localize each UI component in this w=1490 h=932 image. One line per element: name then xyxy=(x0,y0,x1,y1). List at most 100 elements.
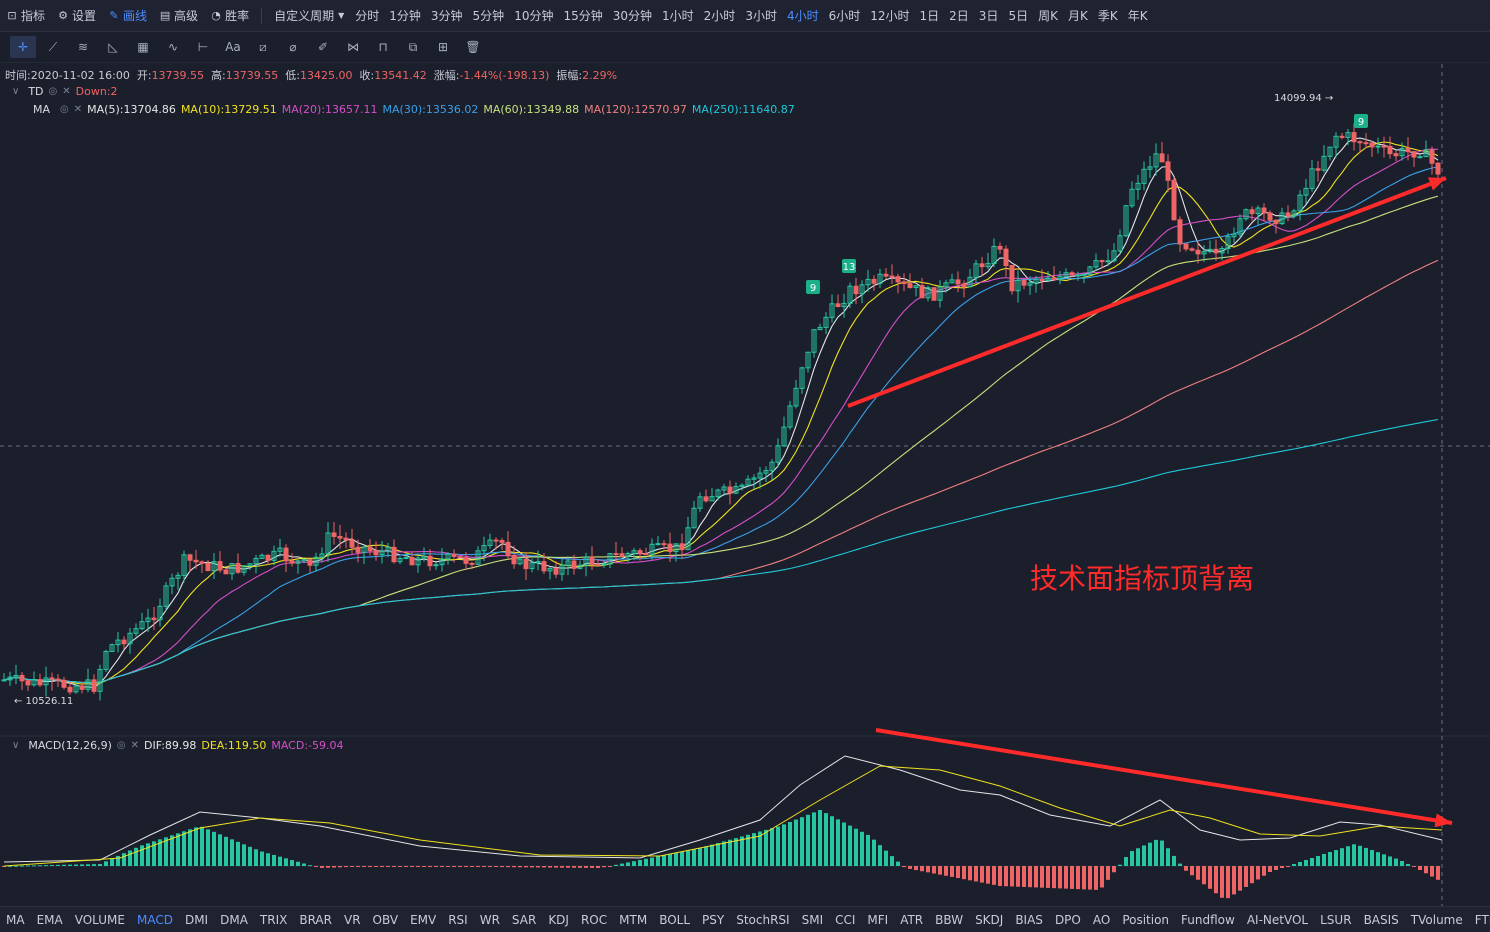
indicator-tab-ftbs[interactable]: FTBS xyxy=(1474,912,1490,927)
indicator-tab-macd[interactable]: MACD xyxy=(136,912,173,927)
period-tab[interactable]: 年K xyxy=(1127,9,1148,23)
close-icon[interactable]: ✕ xyxy=(130,740,139,751)
period-tab[interactable]: 5日 xyxy=(1008,9,1029,23)
close-icon[interactable]: ✕ xyxy=(73,104,83,115)
indicator-tab-mfi[interactable]: MFI xyxy=(867,912,889,927)
indicator-tab-ao[interactable]: AO xyxy=(1092,912,1111,927)
macd-bar xyxy=(1388,856,1392,866)
indicator-tab-volume[interactable]: VOLUME xyxy=(74,912,125,927)
menu-settings[interactable]: ⚙ 设置 xyxy=(51,0,102,31)
period-tab[interactable]: 1日 xyxy=(919,9,940,23)
angle-icon[interactable]: ◺ xyxy=(108,40,118,54)
delete-icon[interactable]: 🗑 xyxy=(465,40,481,54)
indicator-tab-psy[interactable]: PSY xyxy=(702,912,725,927)
indicator-tab-mtm[interactable]: MTM xyxy=(619,912,648,927)
indicator-tab-roc[interactable]: ROC xyxy=(580,912,608,927)
period-tab[interactable]: 1小时 xyxy=(662,9,694,23)
period-tab[interactable]: 4小时 xyxy=(786,9,819,23)
indicator-tab-ma[interactable]: MA xyxy=(6,912,25,927)
trendline-icon[interactable]: ⟋ xyxy=(48,39,58,54)
menu-advanced[interactable]: ▤ 高级 xyxy=(153,0,204,31)
wave-icon[interactable]: ∿ xyxy=(167,40,179,54)
custom-period-dropdown[interactable]: 自定义周期 ▼ xyxy=(268,0,350,31)
indicator-tab-fundflow[interactable]: Fundflow xyxy=(1181,912,1235,927)
period-tab[interactable]: 3日 xyxy=(978,9,999,23)
brush-icon[interactable]: ⧄ xyxy=(259,39,267,54)
text-icon[interactable]: Aa xyxy=(225,40,241,54)
period-tab[interactable]: 3分钟 xyxy=(430,9,463,23)
macd-bar xyxy=(14,865,18,867)
screenshot-icon[interactable]: ⊞ xyxy=(437,40,449,54)
candle-body xyxy=(79,685,85,690)
collapse-icon[interactable]: ∨ xyxy=(12,740,20,751)
period-tab[interactable]: 月K xyxy=(1067,9,1088,23)
period-tab[interactable]: 30分钟 xyxy=(612,9,653,23)
settings-icon[interactable]: ◎ xyxy=(116,740,126,751)
ruler-icon[interactable]: ⌀ xyxy=(289,40,297,54)
indicator-tab-atr[interactable]: ATR xyxy=(900,912,924,927)
candle-body xyxy=(949,279,955,284)
measure-icon[interactable]: ⊢ xyxy=(197,40,209,54)
indicator-tab-ema[interactable]: EMA xyxy=(36,912,63,927)
indicator-tab-cci[interactable]: CCI xyxy=(835,912,856,927)
close-icon[interactable]: ✕ xyxy=(62,86,71,97)
period-tab[interactable]: 1分钟 xyxy=(389,9,421,23)
period-tab[interactable]: 2日 xyxy=(949,9,969,23)
indicator-tab-ai-netvol[interactable]: AI-NetVOL xyxy=(1246,912,1309,927)
indicator-tab-skdj[interactable]: SKDJ xyxy=(975,912,1004,927)
macd-bar xyxy=(1064,866,1068,889)
indicator-tab-dmi[interactable]: DMI xyxy=(184,912,209,927)
settings-icon[interactable]: ◎ xyxy=(60,104,69,115)
indicator-tab-wr[interactable]: WR xyxy=(479,912,500,927)
indicator-tab-bbw[interactable]: BBW xyxy=(935,912,964,927)
macd-bar xyxy=(266,853,270,866)
period-tab[interactable]: 6小时 xyxy=(828,9,861,23)
indicator-tab-dpo[interactable]: DPO xyxy=(1054,912,1081,927)
price-chart[interactable]: 9 13 9 14099.94 → ← 10526.11 技术面指标顶背离 xyxy=(0,62,1490,907)
indicator-tab-obv[interactable]: OBV xyxy=(372,912,399,927)
indicator-tab-kdj[interactable]: KDJ xyxy=(548,912,569,927)
menu-indicator[interactable]: ⊡ 指标 xyxy=(0,0,51,31)
indicator-tab-trix[interactable]: TRIX xyxy=(259,912,288,927)
period-tab[interactable]: 分时 xyxy=(355,9,380,23)
indicator-tab-position[interactable]: Position xyxy=(1122,912,1170,927)
period-tab[interactable]: 季K xyxy=(1097,9,1118,23)
period-tab[interactable]: 10分钟 xyxy=(514,9,554,23)
candle-body xyxy=(895,276,901,283)
macd-bar xyxy=(386,866,390,867)
period-tab[interactable]: 15分钟 xyxy=(563,9,603,23)
indicator-tab-rsi[interactable]: RSI xyxy=(448,912,468,927)
indicator-tab-basis[interactable]: BASIS xyxy=(1363,912,1399,927)
fib-icon[interactable]: ≋ xyxy=(77,40,89,54)
candle-body xyxy=(823,316,829,328)
indicator-tab-tvolume[interactable]: TVolume xyxy=(1410,912,1463,927)
indicator-tab-smi[interactable]: SMI xyxy=(801,912,824,927)
grid-icon[interactable]: ▦ xyxy=(137,40,149,54)
collapse-icon[interactable]: ∨ xyxy=(12,86,20,97)
settings-icon[interactable]: ◎ xyxy=(48,86,58,97)
crosshair-icon[interactable]: ✛ xyxy=(10,36,36,58)
indicator-tab-vr[interactable]: VR xyxy=(343,912,361,927)
period-tab[interactable]: 12小时 xyxy=(870,9,910,23)
period-tab[interactable]: 5分钟 xyxy=(472,9,505,23)
macd-dea-line xyxy=(3,765,1443,867)
menu-draw-line[interactable]: ✎ 画线 xyxy=(102,0,153,31)
period-tab[interactable]: 2小时 xyxy=(703,9,736,23)
menu-winrate[interactable]: ◔ 胜率 xyxy=(204,0,255,31)
indicator-tab-boll[interactable]: BOLL xyxy=(659,912,691,927)
macd-bar xyxy=(1100,866,1104,888)
indicator-tab-lsur[interactable]: LSUR xyxy=(1320,912,1352,927)
period-tab[interactable]: 周K xyxy=(1038,9,1058,23)
lock-icon[interactable]: ⊓ xyxy=(378,40,388,54)
indicator-tab-bias[interactable]: BIAS xyxy=(1015,912,1043,927)
indicator-tab-dma[interactable]: DMA xyxy=(220,912,248,927)
period-tab[interactable]: 3小时 xyxy=(745,9,777,23)
macd-bar xyxy=(896,861,900,866)
copy-icon[interactable]: ⧉ xyxy=(408,39,418,54)
indicator-tab-brar[interactable]: BRAR xyxy=(299,912,332,927)
indicator-tab-stochrsi[interactable]: StochRSI xyxy=(736,912,790,927)
pattern-icon[interactable]: ⋈ xyxy=(347,40,359,54)
pen-icon[interactable]: ✐ xyxy=(317,40,329,54)
indicator-tab-emv[interactable]: EMV xyxy=(410,912,437,927)
indicator-tab-sar[interactable]: SAR xyxy=(511,912,537,927)
